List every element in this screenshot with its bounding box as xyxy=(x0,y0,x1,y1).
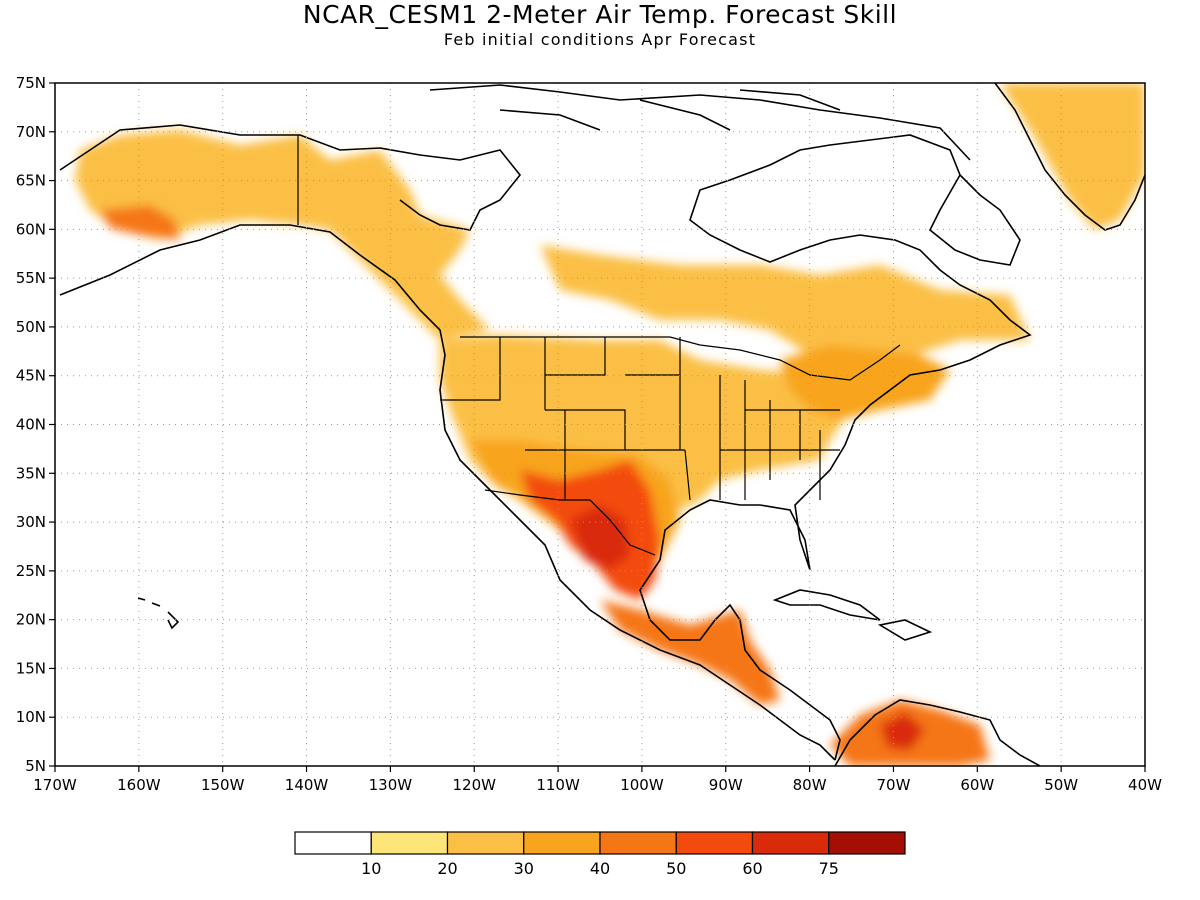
colorbar-swatch xyxy=(446,831,525,855)
arctic-islands xyxy=(429,84,971,161)
lat-tick-label: 65N xyxy=(16,172,46,190)
canada-central-skill xyxy=(540,245,1030,375)
lat-tick-label: 20N xyxy=(16,611,46,629)
lat-tick-label: 60N xyxy=(16,220,46,238)
map-title: NCAR_CESM1 2-Meter Air Temp. Forecast Sk… xyxy=(302,0,898,29)
lon-tick-label: 170W xyxy=(33,776,77,794)
lat-tick-label: 75N xyxy=(16,74,46,92)
lon-tick-label: 70W xyxy=(877,776,911,794)
map-subtitle: Feb initial conditions Apr Forecast xyxy=(443,30,757,49)
lat-tick-label: 40N xyxy=(16,416,46,434)
lat-tick-label: 25N xyxy=(16,562,46,580)
lon-tick-label: 140W xyxy=(285,776,329,794)
lat-tick-label: 50N xyxy=(16,318,46,336)
lat-tick-label: 70N xyxy=(16,123,46,141)
lat-tick-label: 10N xyxy=(16,708,46,726)
lon-tick-label: 100W xyxy=(620,776,664,794)
alaska-skill-region xyxy=(75,130,490,340)
lon-tick-label: 150W xyxy=(201,776,245,794)
lon-tick-label: 80W xyxy=(793,776,827,794)
cuba-coastline xyxy=(772,589,881,621)
lat-tick-label: 55N xyxy=(16,269,46,287)
mexico-peak-skill xyxy=(570,505,630,570)
hawaii-islands xyxy=(137,597,180,630)
central-america-skill xyxy=(600,600,780,705)
colorbar-label: 40 xyxy=(590,859,610,878)
northeast-us-skill xyxy=(780,345,950,420)
colorbar-swatch xyxy=(523,831,601,855)
colorbar-label: 30 xyxy=(514,859,534,878)
political-borders xyxy=(297,135,901,556)
colorbar-swatch xyxy=(294,831,372,855)
us-state-lines xyxy=(440,337,840,501)
hispaniola-coastline xyxy=(877,619,933,641)
colorbar-swatch xyxy=(370,831,449,855)
colorbar-label: 10 xyxy=(361,859,381,878)
north-america-coastline xyxy=(59,134,1032,761)
colorbar: 10 20 30 40 50 60 75 xyxy=(294,831,906,878)
lon-tick-label: 90W xyxy=(709,776,743,794)
us-mexico-border xyxy=(484,489,656,556)
colorbar-swatch xyxy=(751,831,830,855)
skill-fill-layer xyxy=(59,83,1145,766)
colorbar-label: 50 xyxy=(666,859,686,878)
lat-tick-label: 45N xyxy=(16,367,46,385)
colorbar-swatch xyxy=(599,831,677,855)
lat-tick-label: 35N xyxy=(16,464,46,482)
colorbar-label: 60 xyxy=(742,859,762,878)
lat-tick-label: 15N xyxy=(16,659,46,677)
colorbar-label: 75 xyxy=(819,859,839,878)
colorbar-swatch xyxy=(828,831,906,855)
south-america-coastline xyxy=(834,699,1041,766)
alaska-south-high-skill xyxy=(100,205,180,240)
latitude-axis: 5N 10N 15N 20N 25N 30N 35N 40N 45N 50N 55N 60N 65N 70… xyxy=(16,74,55,775)
greenland-coastline xyxy=(994,83,1145,231)
alaska-coastline xyxy=(59,124,522,231)
lon-tick-label: 130W xyxy=(369,776,413,794)
coastlines xyxy=(59,83,1145,766)
south-america-peak xyxy=(880,712,925,750)
colorbar-label: 20 xyxy=(437,859,457,878)
greenland-skill xyxy=(1000,83,1145,230)
colorbar-swatch xyxy=(675,831,754,855)
lon-tick-label: 50W xyxy=(1044,776,1078,794)
lat-tick-label: 5N xyxy=(25,757,46,775)
lon-tick-label: 110W xyxy=(536,776,580,794)
lon-tick-label: 40W xyxy=(1128,776,1162,794)
lat-tick-label: 30N xyxy=(16,513,46,531)
longitude-axis: 170W 160W 150W 140W 130W 120W 110W 100W 90W 80W 70… xyxy=(33,766,1162,794)
lon-tick-label: 120W xyxy=(452,776,496,794)
lon-tick-label: 160W xyxy=(117,776,161,794)
lon-tick-label: 60W xyxy=(960,776,994,794)
